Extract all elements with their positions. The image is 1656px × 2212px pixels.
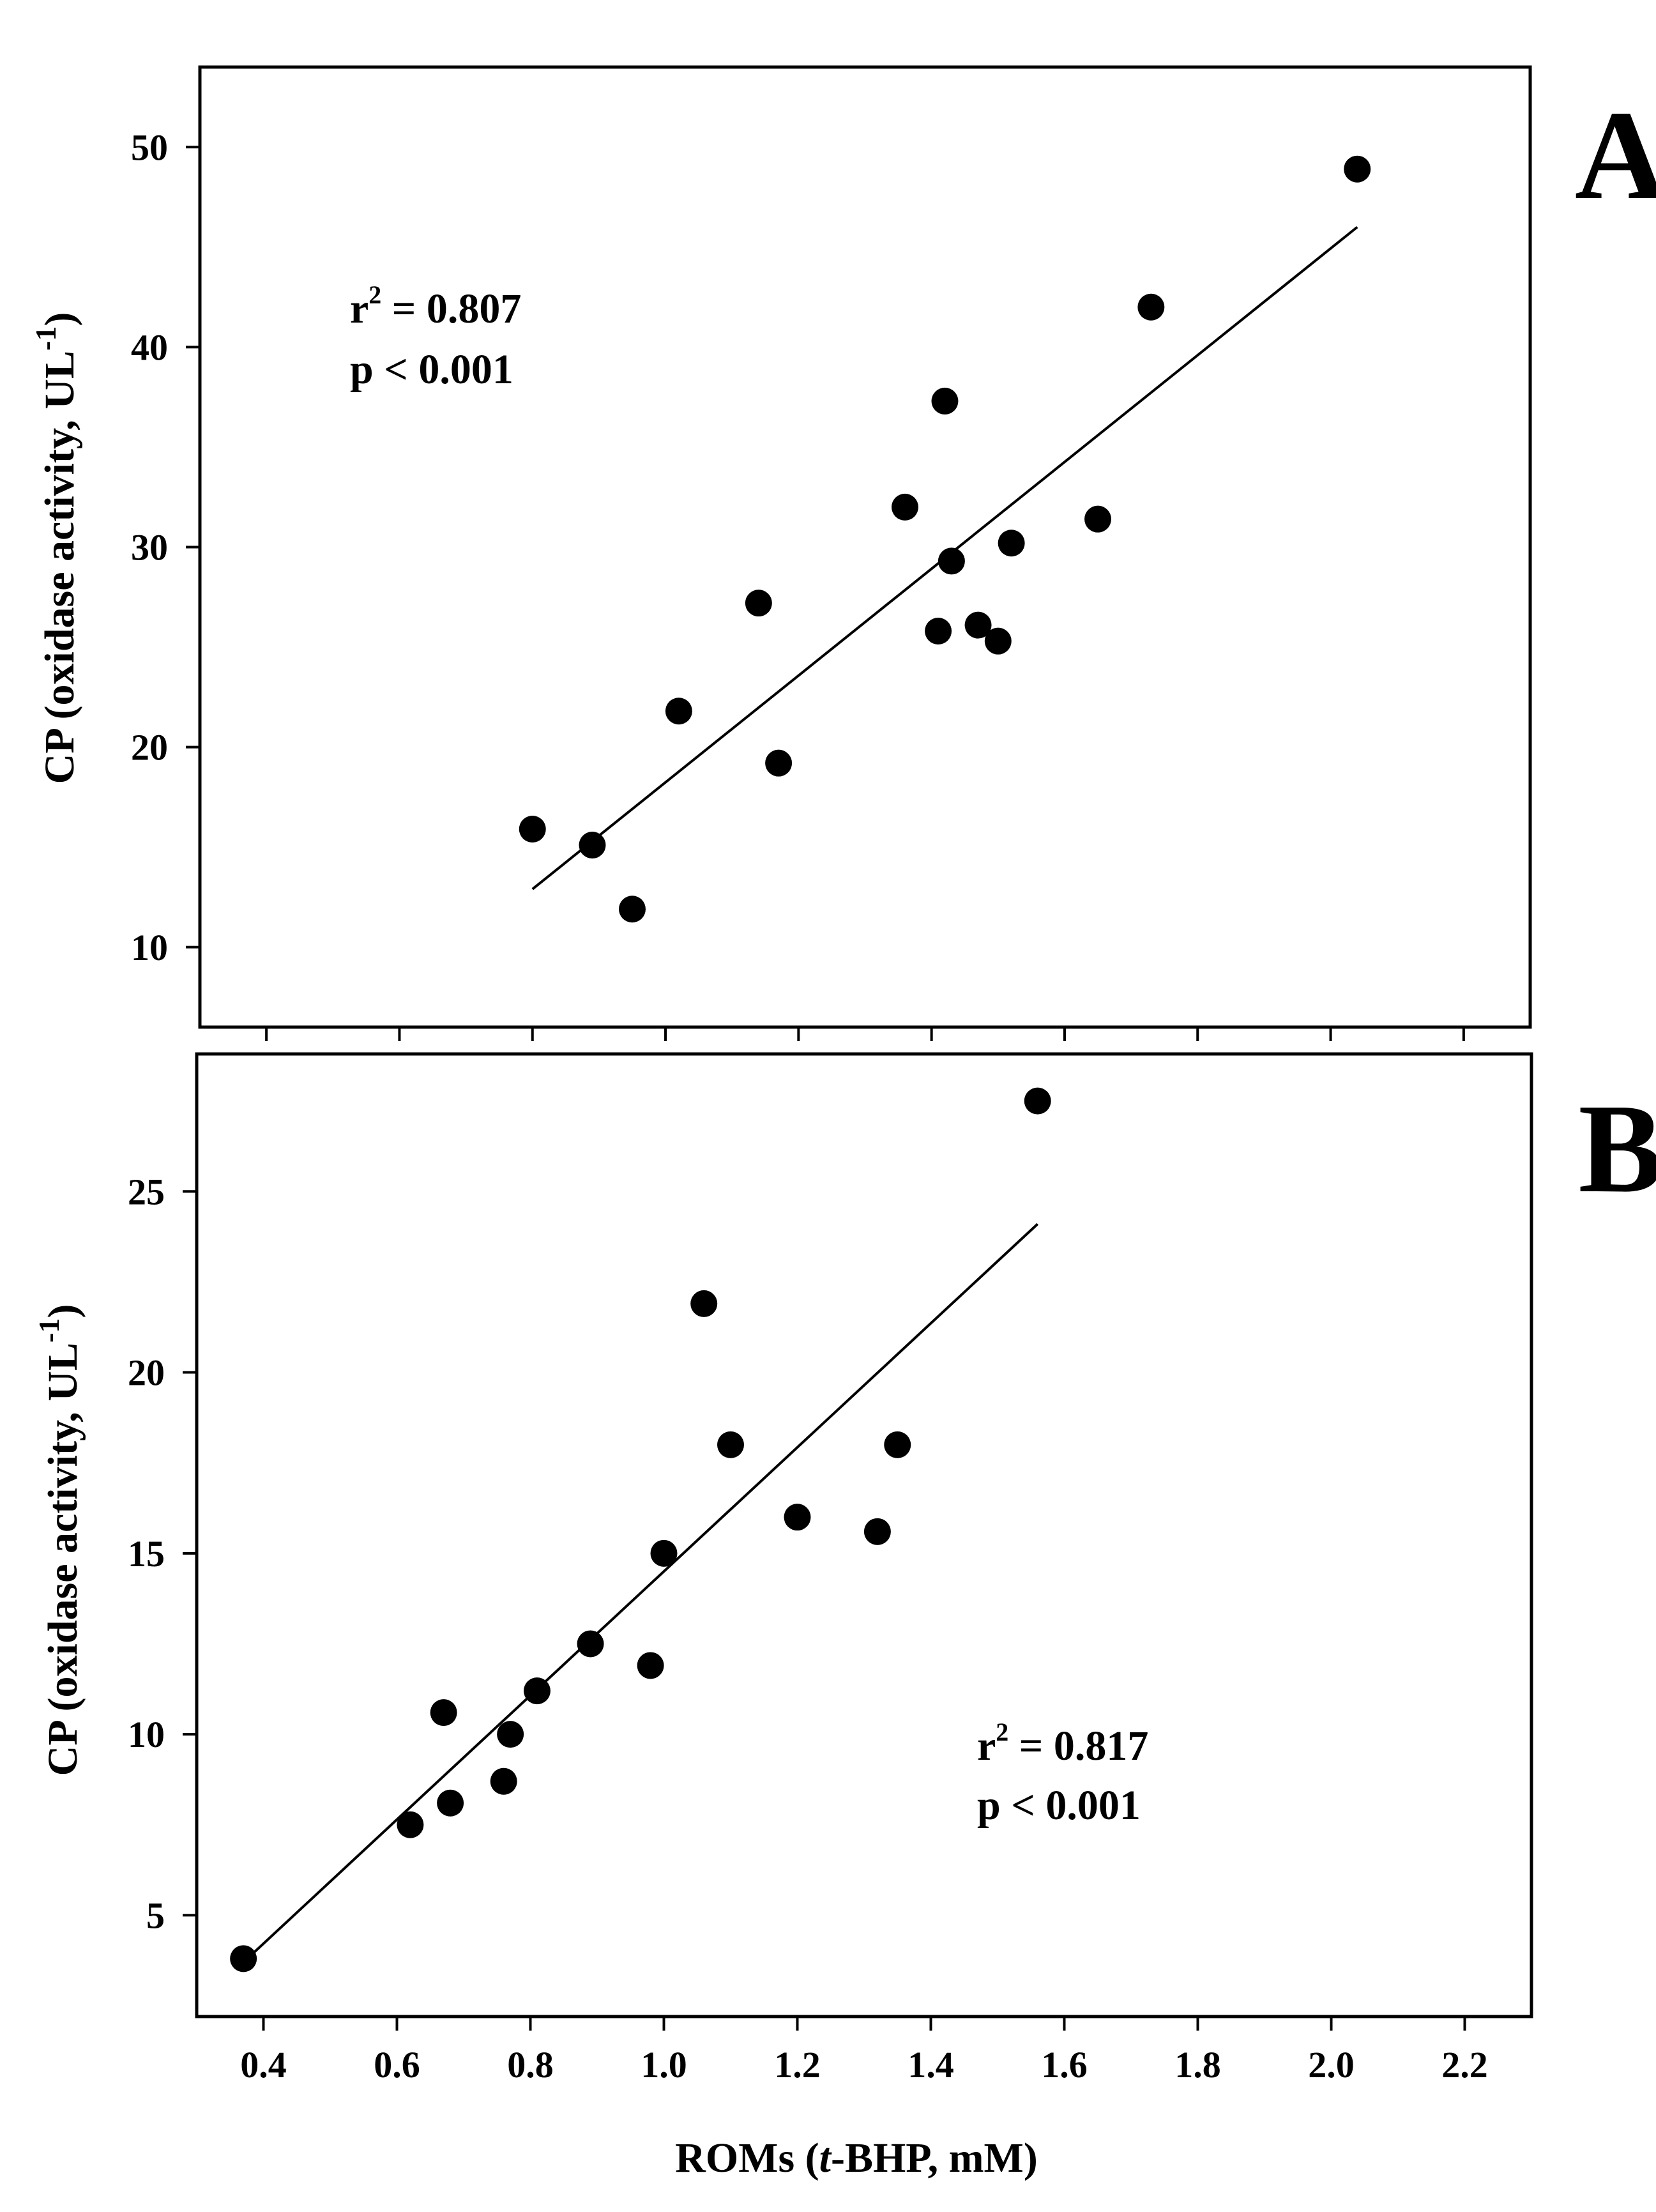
x-tick-label: 0.6 bbox=[374, 2044, 420, 2086]
data-point-a bbox=[665, 698, 692, 725]
data-point-a bbox=[931, 387, 959, 415]
data-points-a bbox=[519, 155, 1371, 923]
data-point-b bbox=[490, 1767, 517, 1795]
data-point-b bbox=[690, 1290, 718, 1317]
y-tick-label-a: 10 bbox=[131, 927, 168, 968]
data-point-b bbox=[637, 1652, 664, 1679]
data-point-a bbox=[1084, 505, 1112, 533]
data-point-b bbox=[437, 1789, 464, 1817]
data-point-b bbox=[650, 1539, 678, 1567]
data-point-a bbox=[984, 627, 1012, 655]
x-tick-label: 1.0 bbox=[641, 2044, 687, 2086]
data-point-a bbox=[579, 832, 606, 859]
data-point-b bbox=[863, 1518, 891, 1545]
x-ticks-b: 0.4 0.6 0.8 1.0 1.2 1.4 1.6 1.8 2.0 2.2 bbox=[240, 2017, 1488, 2086]
y-tick-label-b: 25 bbox=[128, 1171, 165, 1212]
panel-label-b: B bbox=[1578, 1078, 1656, 1219]
data-point-b bbox=[430, 1699, 457, 1727]
fit-line-b bbox=[242, 1223, 1039, 1964]
y-ticks-b: 5 10 15 20 25 bbox=[128, 1171, 197, 1936]
data-point-b bbox=[497, 1721, 524, 1748]
x-tick-label: 1.6 bbox=[1041, 2044, 1088, 2086]
data-point-a bbox=[891, 493, 918, 521]
data-point-a bbox=[519, 816, 546, 843]
data-point-b bbox=[397, 1811, 424, 1838]
data-point-a bbox=[618, 896, 646, 923]
regression-line-b bbox=[242, 1223, 1039, 1964]
x-tick-label: 2.2 bbox=[1441, 2044, 1488, 2086]
x-ticks-a bbox=[265, 1027, 1465, 1041]
y-tick-label-b: 20 bbox=[128, 1352, 165, 1394]
data-point-a bbox=[925, 618, 952, 645]
y-tick-label-b: 15 bbox=[128, 1533, 165, 1575]
plot-frame-b bbox=[195, 1052, 1533, 2018]
x-tick-label: 1.2 bbox=[774, 2044, 821, 2086]
panel-a: 10 20 30 40 50 r2 = 0.807 p < 0.001 A CP (ox… bbox=[29, 65, 1656, 1041]
x-tick-label: 1.8 bbox=[1174, 2044, 1221, 2086]
x-axis-label: ROMs (t-BHP, mM) bbox=[675, 2135, 1038, 2181]
stats-r2-a: r2 = 0.807 bbox=[350, 280, 521, 332]
y-tick-label-a: 40 bbox=[131, 326, 168, 368]
y-ticks-a: 10 20 30 40 50 bbox=[131, 126, 200, 968]
data-point-a bbox=[745, 590, 772, 617]
y-tick-label-a: 30 bbox=[131, 527, 168, 568]
data-point-a bbox=[964, 611, 992, 639]
x-tick-label: 1.4 bbox=[908, 2044, 954, 2086]
data-point-b bbox=[1024, 1087, 1051, 1115]
x-tick-label: 0.4 bbox=[240, 2044, 287, 2086]
stats-p-b: p < 0.001 bbox=[977, 1782, 1141, 1829]
panel-label-a: A bbox=[1575, 85, 1656, 226]
data-point-a bbox=[765, 749, 793, 777]
data-point-a bbox=[998, 530, 1025, 557]
y-axis-label-b: CP (oxidase activity, UL-1) bbox=[33, 1304, 86, 1776]
data-point-a bbox=[1137, 293, 1165, 321]
data-points-b bbox=[230, 1087, 1051, 1972]
x-tick-label: 0.8 bbox=[507, 2044, 554, 2086]
y-tick-label-b: 10 bbox=[128, 1714, 165, 1755]
y-tick-label-b: 5 bbox=[146, 1895, 165, 1936]
data-point-b bbox=[784, 1504, 811, 1531]
x-tick-label: 2.0 bbox=[1308, 2044, 1355, 2086]
data-point-a bbox=[1344, 155, 1371, 183]
data-point-b bbox=[717, 1431, 744, 1458]
data-point-a bbox=[938, 547, 965, 575]
data-point-b bbox=[577, 1630, 604, 1658]
stats-r2-b: r2 = 0.817 bbox=[977, 1718, 1148, 1769]
y-axis-label-a: CP (oxidase activity, UL-1) bbox=[29, 312, 83, 784]
panel-b: 0.4 0.6 0.8 1.0 1.2 1.4 1.6 1.8 2.0 2.2 5 10 15 20 25… bbox=[33, 1052, 1656, 2181]
data-point-b bbox=[523, 1677, 551, 1705]
y-tick-label-a: 20 bbox=[131, 727, 168, 768]
data-point-b bbox=[884, 1431, 911, 1458]
data-point-b bbox=[230, 1945, 257, 1972]
stats-p-a: p < 0.001 bbox=[350, 346, 513, 393]
y-tick-label-a: 50 bbox=[131, 126, 168, 168]
